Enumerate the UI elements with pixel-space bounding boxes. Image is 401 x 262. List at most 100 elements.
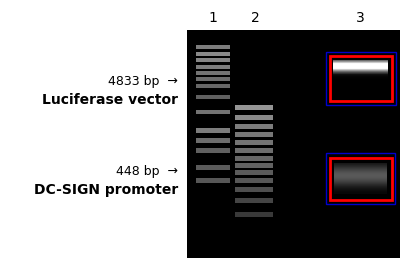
Bar bbox=[333, 187, 386, 188]
Bar bbox=[196, 52, 229, 56]
Bar bbox=[333, 181, 386, 183]
Bar bbox=[333, 189, 386, 190]
Bar bbox=[332, 60, 387, 61]
Text: 4833 bp  →: 4833 bp → bbox=[108, 75, 178, 89]
Bar bbox=[332, 91, 387, 93]
Bar bbox=[332, 83, 387, 85]
Bar bbox=[333, 163, 386, 165]
Bar bbox=[186, 30, 399, 258]
Bar bbox=[196, 77, 229, 81]
Bar bbox=[333, 173, 386, 174]
Bar bbox=[333, 168, 386, 170]
Bar bbox=[235, 115, 272, 120]
Bar bbox=[196, 110, 229, 114]
Bar bbox=[235, 132, 272, 137]
Bar bbox=[332, 74, 387, 75]
Bar bbox=[333, 186, 386, 188]
Bar bbox=[333, 165, 386, 166]
Bar bbox=[196, 95, 229, 99]
Text: Luciferase vector: Luciferase vector bbox=[42, 93, 178, 107]
Bar bbox=[332, 70, 387, 71]
Bar bbox=[332, 64, 387, 66]
Bar bbox=[333, 192, 386, 194]
Bar bbox=[333, 179, 386, 181]
Bar bbox=[325, 52, 395, 105]
Text: 2: 2 bbox=[250, 11, 259, 25]
Bar bbox=[333, 178, 386, 179]
Bar bbox=[235, 198, 272, 203]
Bar bbox=[333, 188, 386, 189]
Bar bbox=[333, 175, 386, 177]
Bar bbox=[235, 170, 272, 175]
Bar bbox=[235, 124, 272, 129]
Bar bbox=[332, 63, 387, 64]
Bar bbox=[196, 178, 229, 183]
Bar bbox=[332, 86, 387, 88]
Text: 1: 1 bbox=[208, 11, 217, 25]
Bar bbox=[235, 105, 272, 110]
Bar bbox=[333, 183, 386, 184]
Bar bbox=[332, 62, 387, 63]
Bar bbox=[332, 87, 387, 88]
Bar bbox=[332, 88, 387, 89]
Bar bbox=[332, 66, 387, 68]
Bar bbox=[329, 158, 391, 200]
Bar bbox=[196, 128, 229, 133]
Bar bbox=[235, 148, 272, 153]
Bar bbox=[332, 67, 387, 69]
Bar bbox=[332, 76, 387, 78]
Bar bbox=[332, 89, 387, 90]
Bar bbox=[332, 81, 387, 82]
Bar bbox=[333, 170, 386, 172]
Bar bbox=[235, 140, 272, 145]
Bar bbox=[325, 153, 394, 204]
Bar bbox=[333, 190, 386, 192]
Bar bbox=[332, 69, 387, 70]
Bar bbox=[332, 78, 387, 79]
Bar bbox=[332, 85, 387, 87]
Bar bbox=[332, 75, 387, 77]
Bar bbox=[196, 148, 229, 153]
Bar bbox=[235, 178, 272, 183]
Bar bbox=[333, 182, 386, 183]
Bar bbox=[235, 187, 272, 192]
Bar bbox=[333, 184, 386, 185]
Bar bbox=[332, 79, 387, 80]
Bar bbox=[332, 84, 387, 86]
Bar bbox=[332, 80, 387, 81]
Bar bbox=[332, 83, 387, 84]
Bar bbox=[332, 71, 387, 72]
Bar bbox=[196, 45, 229, 49]
Bar bbox=[333, 172, 386, 173]
Bar bbox=[332, 74, 387, 76]
Bar bbox=[196, 165, 229, 170]
Bar bbox=[196, 84, 229, 88]
Text: DC-SIGN promoter: DC-SIGN promoter bbox=[34, 183, 178, 197]
Bar bbox=[333, 166, 386, 167]
Bar bbox=[332, 95, 387, 96]
Bar bbox=[333, 185, 386, 187]
Bar bbox=[332, 64, 387, 65]
Text: 448 bp  →: 448 bp → bbox=[116, 166, 178, 178]
Bar bbox=[235, 163, 272, 168]
Bar bbox=[333, 176, 386, 177]
Bar bbox=[333, 167, 386, 168]
Bar bbox=[332, 66, 387, 67]
Bar bbox=[332, 92, 387, 94]
Bar bbox=[333, 180, 386, 182]
Bar bbox=[235, 212, 272, 217]
Bar bbox=[196, 138, 229, 143]
Bar bbox=[332, 81, 387, 83]
Bar bbox=[235, 156, 272, 161]
Bar bbox=[332, 68, 387, 69]
Bar bbox=[332, 72, 387, 73]
Bar bbox=[333, 177, 386, 178]
Bar bbox=[332, 93, 387, 95]
Bar bbox=[333, 174, 386, 176]
Bar bbox=[333, 169, 386, 171]
Bar bbox=[332, 94, 387, 96]
Bar bbox=[196, 65, 229, 69]
Bar bbox=[333, 164, 386, 166]
Bar bbox=[333, 171, 386, 172]
Text: 3: 3 bbox=[355, 11, 363, 25]
